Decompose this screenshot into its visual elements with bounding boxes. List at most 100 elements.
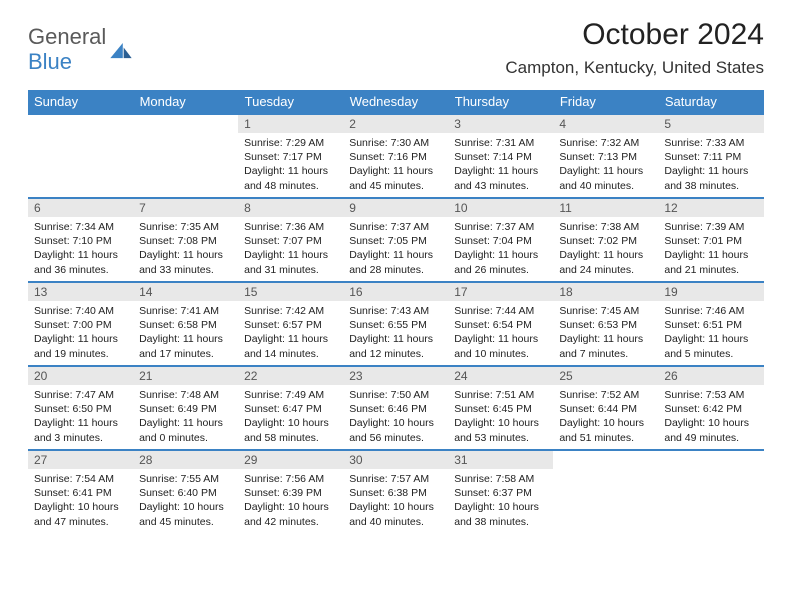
day-number: 6 (28, 199, 133, 217)
daylight-line1: Daylight: 11 hours (454, 248, 547, 262)
calendar-day-cell: 14Sunrise: 7:41 AMSunset: 6:58 PMDayligh… (133, 282, 238, 366)
calendar-day-cell: 5Sunrise: 7:33 AMSunset: 7:11 PMDaylight… (658, 114, 763, 198)
day-details: Sunrise: 7:45 AMSunset: 6:53 PMDaylight:… (553, 301, 658, 363)
calendar-day-cell: 10Sunrise: 7:37 AMSunset: 7:04 PMDayligh… (448, 198, 553, 282)
sunrise-text: Sunrise: 7:52 AM (559, 388, 652, 402)
month-title: October 2024 (505, 18, 764, 52)
sunset-text: Sunset: 6:39 PM (244, 486, 337, 500)
day-details: Sunrise: 7:42 AMSunset: 6:57 PMDaylight:… (238, 301, 343, 363)
day-details: Sunrise: 7:35 AMSunset: 7:08 PMDaylight:… (133, 217, 238, 279)
daylight-line1: Daylight: 11 hours (139, 416, 232, 430)
calendar-day-cell: 23Sunrise: 7:50 AMSunset: 6:46 PMDayligh… (343, 366, 448, 450)
daylight-line2: and 38 minutes. (454, 515, 547, 529)
calendar-day-cell: 4Sunrise: 7:32 AMSunset: 7:13 PMDaylight… (553, 114, 658, 198)
daylight-line2: and 26 minutes. (454, 263, 547, 277)
sunset-text: Sunset: 7:13 PM (559, 150, 652, 164)
day-details: Sunrise: 7:54 AMSunset: 6:41 PMDaylight:… (28, 469, 133, 531)
calendar-body: 1Sunrise: 7:29 AMSunset: 7:17 PMDaylight… (28, 114, 764, 533)
sunset-text: Sunset: 6:44 PM (559, 402, 652, 416)
daylight-line1: Daylight: 11 hours (244, 164, 337, 178)
sunrise-text: Sunrise: 7:54 AM (34, 472, 127, 486)
calendar-day-cell: 3Sunrise: 7:31 AMSunset: 7:14 PMDaylight… (448, 114, 553, 198)
sunrise-text: Sunrise: 7:48 AM (139, 388, 232, 402)
sail-icon (110, 43, 132, 59)
calendar-day-cell: 31Sunrise: 7:58 AMSunset: 6:37 PMDayligh… (448, 450, 553, 533)
daylight-line1: Daylight: 11 hours (34, 332, 127, 346)
calendar-day-cell: 11Sunrise: 7:38 AMSunset: 7:02 PMDayligh… (553, 198, 658, 282)
day-number: 15 (238, 283, 343, 301)
day-number: 26 (658, 367, 763, 385)
sunset-text: Sunset: 6:53 PM (559, 318, 652, 332)
sunrise-text: Sunrise: 7:30 AM (349, 136, 442, 150)
calendar-day-cell (553, 450, 658, 533)
daylight-line1: Daylight: 10 hours (664, 416, 757, 430)
calendar-table: Sunday Monday Tuesday Wednesday Thursday… (28, 90, 764, 533)
day-number: 17 (448, 283, 553, 301)
daylight-line2: and 45 minutes. (139, 515, 232, 529)
sunrise-text: Sunrise: 7:58 AM (454, 472, 547, 486)
daylight-line1: Daylight: 11 hours (559, 248, 652, 262)
sunrise-text: Sunrise: 7:34 AM (34, 220, 127, 234)
day-of-week-row: Sunday Monday Tuesday Wednesday Thursday… (28, 90, 764, 114)
daylight-line2: and 58 minutes. (244, 431, 337, 445)
day-number: 8 (238, 199, 343, 217)
day-number: 24 (448, 367, 553, 385)
daylight-line1: Daylight: 10 hours (454, 500, 547, 514)
daylight-line2: and 12 minutes. (349, 347, 442, 361)
calendar-week-row: 20Sunrise: 7:47 AMSunset: 6:50 PMDayligh… (28, 366, 764, 450)
sunset-text: Sunset: 7:04 PM (454, 234, 547, 248)
day-number: 25 (553, 367, 658, 385)
daylight-line1: Daylight: 11 hours (454, 164, 547, 178)
sunrise-text: Sunrise: 7:45 AM (559, 304, 652, 318)
sunset-text: Sunset: 7:11 PM (664, 150, 757, 164)
daylight-line1: Daylight: 11 hours (664, 332, 757, 346)
day-number: 7 (133, 199, 238, 217)
sunset-text: Sunset: 6:49 PM (139, 402, 232, 416)
daylight-line1: Daylight: 11 hours (664, 164, 757, 178)
day-details: Sunrise: 7:34 AMSunset: 7:10 PMDaylight:… (28, 217, 133, 279)
daylight-line2: and 3 minutes. (34, 431, 127, 445)
daylight-line2: and 31 minutes. (244, 263, 337, 277)
calendar-day-cell: 7Sunrise: 7:35 AMSunset: 7:08 PMDaylight… (133, 198, 238, 282)
calendar-day-cell: 30Sunrise: 7:57 AMSunset: 6:38 PMDayligh… (343, 450, 448, 533)
daylight-line2: and 38 minutes. (664, 179, 757, 193)
calendar-day-cell: 28Sunrise: 7:55 AMSunset: 6:40 PMDayligh… (133, 450, 238, 533)
daylight-line2: and 45 minutes. (349, 179, 442, 193)
calendar-week-row: 27Sunrise: 7:54 AMSunset: 6:41 PMDayligh… (28, 450, 764, 533)
sunrise-text: Sunrise: 7:46 AM (664, 304, 757, 318)
day-number: 18 (553, 283, 658, 301)
sunset-text: Sunset: 7:08 PM (139, 234, 232, 248)
daylight-line2: and 42 minutes. (244, 515, 337, 529)
day-details: Sunrise: 7:41 AMSunset: 6:58 PMDaylight:… (133, 301, 238, 363)
daylight-line1: Daylight: 11 hours (139, 248, 232, 262)
calendar-day-cell: 27Sunrise: 7:54 AMSunset: 6:41 PMDayligh… (28, 450, 133, 533)
day-details: Sunrise: 7:29 AMSunset: 7:17 PMDaylight:… (238, 133, 343, 195)
location: Campton, Kentucky, United States (505, 58, 764, 78)
calendar-day-cell: 21Sunrise: 7:48 AMSunset: 6:49 PMDayligh… (133, 366, 238, 450)
day-details: Sunrise: 7:58 AMSunset: 6:37 PMDaylight:… (448, 469, 553, 531)
daylight-line1: Daylight: 11 hours (349, 248, 442, 262)
calendar-day-cell: 19Sunrise: 7:46 AMSunset: 6:51 PMDayligh… (658, 282, 763, 366)
day-details: Sunrise: 7:37 AMSunset: 7:04 PMDaylight:… (448, 217, 553, 279)
sunset-text: Sunset: 6:41 PM (34, 486, 127, 500)
logo-line1: General (28, 24, 106, 49)
sunset-text: Sunset: 6:51 PM (664, 318, 757, 332)
calendar-day-cell (658, 450, 763, 533)
dow-monday: Monday (133, 90, 238, 114)
calendar-day-cell: 25Sunrise: 7:52 AMSunset: 6:44 PMDayligh… (553, 366, 658, 450)
daylight-line2: and 56 minutes. (349, 431, 442, 445)
daylight-line2: and 53 minutes. (454, 431, 547, 445)
sunset-text: Sunset: 7:17 PM (244, 150, 337, 164)
logo: General Blue (28, 18, 132, 75)
day-number: 3 (448, 115, 553, 133)
sunrise-text: Sunrise: 7:36 AM (244, 220, 337, 234)
day-number: 27 (28, 451, 133, 469)
sunrise-text: Sunrise: 7:50 AM (349, 388, 442, 402)
calendar-page: General Blue October 2024 Campton, Kentu… (0, 0, 792, 533)
dow-wednesday: Wednesday (343, 90, 448, 114)
day-details: Sunrise: 7:51 AMSunset: 6:45 PMDaylight:… (448, 385, 553, 447)
calendar-day-cell: 26Sunrise: 7:53 AMSunset: 6:42 PMDayligh… (658, 366, 763, 450)
day-number: 29 (238, 451, 343, 469)
sunrise-text: Sunrise: 7:56 AM (244, 472, 337, 486)
title-block: October 2024 Campton, Kentucky, United S… (505, 18, 764, 86)
